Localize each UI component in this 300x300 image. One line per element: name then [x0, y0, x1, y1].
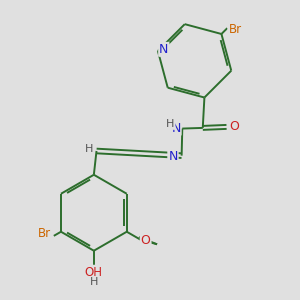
Text: N: N [168, 150, 178, 163]
Text: N: N [171, 122, 181, 135]
Text: OH: OH [85, 266, 103, 279]
Text: H: H [90, 277, 98, 287]
Text: O: O [229, 120, 239, 134]
Text: Br: Br [38, 227, 51, 240]
Text: N: N [159, 43, 169, 56]
Text: Br: Br [228, 23, 242, 36]
Text: H: H [85, 144, 93, 154]
Text: O: O [141, 234, 151, 247]
Text: H: H [166, 119, 175, 129]
